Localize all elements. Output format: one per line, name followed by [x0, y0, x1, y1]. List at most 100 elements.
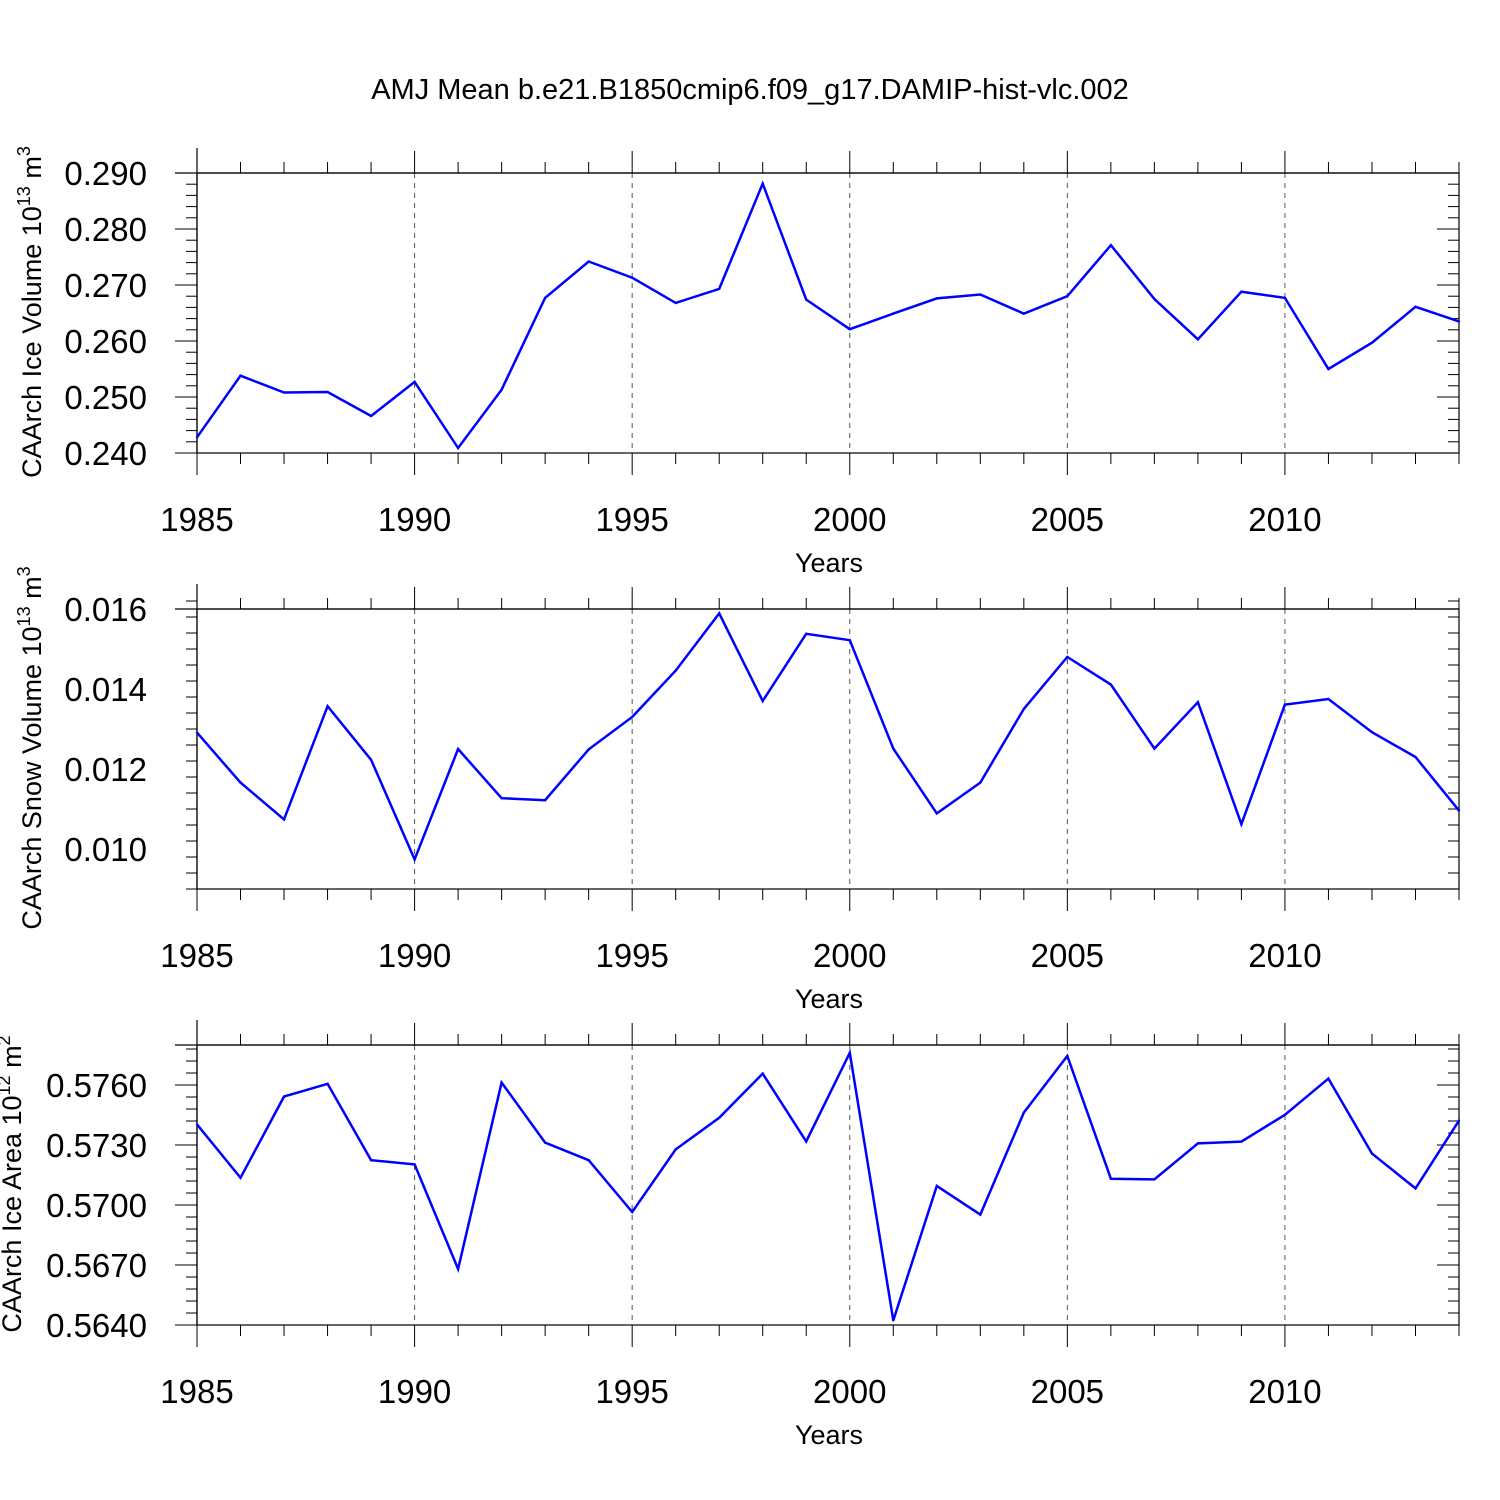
- y-tick-label: 0.240: [64, 435, 147, 472]
- chart-panel-3: 1985 1990 1995 2000 2005 2010 0.5640 0.5670 0.57…: [0, 1020, 1461, 1450]
- data-point: [195, 436, 199, 439]
- data-point: [413, 858, 416, 861]
- data-point: [1196, 701, 1200, 704]
- y-axis-label-unit-exponent: 3: [14, 566, 34, 576]
- y-axis-label-unit-exponent: 2: [0, 1035, 14, 1045]
- y-tick-label: 0.280: [64, 211, 147, 248]
- data-point: [1370, 731, 1374, 734]
- data-point: [805, 1140, 808, 1143]
- y-axis-label-main: CAArch Ice Area 10: [0, 1095, 27, 1332]
- data-point: [587, 260, 590, 263]
- data-point: [369, 414, 373, 418]
- data-point: [1153, 297, 1156, 301]
- data-point: [1022, 312, 1026, 315]
- y-axis-label: CAArch Ice Volume 1013 m3: [14, 146, 47, 478]
- data-point: [1109, 1177, 1113, 1181]
- data-point: [500, 388, 503, 391]
- data-point: [1327, 367, 1330, 371]
- data-point: [718, 612, 721, 615]
- series-line: [196, 611, 1460, 863]
- data-point: [718, 1116, 721, 1120]
- y-tick-label: 0.014: [64, 671, 147, 708]
- data-point: [674, 301, 677, 305]
- data-point: [1283, 1113, 1287, 1117]
- data-point: [587, 1159, 590, 1162]
- x-tick-label: 2005: [1031, 501, 1104, 538]
- data-point: [848, 639, 851, 642]
- data-point: [630, 715, 634, 719]
- data-point: [805, 298, 808, 301]
- data-point: [326, 705, 329, 708]
- data-point: [892, 747, 895, 750]
- data-point: [239, 781, 242, 784]
- y-axis-label-exponent: 12: [0, 1075, 14, 1095]
- x-tick-label: 2000: [813, 1373, 886, 1410]
- data-point: [282, 1095, 286, 1098]
- data-point: [543, 1141, 547, 1144]
- data-point: [456, 1267, 460, 1271]
- y-tick-label: 0.5730: [46, 1127, 147, 1164]
- data-point: [1196, 1142, 1200, 1145]
- figure-title: AMJ Mean b.e21.B1850cmip6.f09_g17.DAMIP-…: [371, 74, 1129, 106]
- x-axis-label: Years: [795, 1420, 863, 1450]
- x-tick-label: 2000: [813, 501, 886, 538]
- data-point: [761, 1072, 764, 1075]
- y-axis-label: CAArch Snow Volume 1013 m3: [14, 566, 47, 929]
- x-tick-label: 2005: [1031, 937, 1104, 974]
- data-point: [1153, 1178, 1156, 1181]
- x-tick-label: 2000: [813, 937, 886, 974]
- x-tick-label: 1990: [378, 937, 451, 974]
- y-tick-label: 0.010: [64, 831, 147, 868]
- y-tick-label: 0.5700: [46, 1187, 147, 1224]
- plot-frame: [196, 1044, 1460, 1326]
- data-point: [282, 818, 286, 821]
- y-axis-label-unit: m: [0, 1045, 27, 1075]
- x-axis-label: Years: [795, 548, 863, 578]
- y-axis-label-main: CAArch Snow Volume 10: [17, 626, 47, 929]
- y-tick-label: 0.5760: [46, 1067, 147, 1104]
- data-point: [1022, 707, 1026, 711]
- x-tick-label: 1985: [160, 501, 233, 538]
- data-point: [587, 748, 590, 751]
- y-axis-label: CAArch Ice Area 1012 m2: [0, 1035, 27, 1332]
- panels: 1985 1990 1995 2000 2005 2010 0.240 0.250 0.260 0…: [0, 146, 1461, 1450]
- data-point: [369, 1159, 373, 1162]
- x-tick-label: 1990: [378, 1373, 451, 1410]
- data-point: [413, 1163, 416, 1166]
- x-tick-label: 1995: [595, 1373, 668, 1410]
- data-point: [630, 276, 634, 279]
- data-point: [1283, 296, 1287, 300]
- data-point: [1109, 683, 1113, 686]
- y-tick-label: 0.5640: [46, 1307, 147, 1344]
- data-point: [239, 374, 242, 377]
- data-point: [543, 799, 547, 802]
- data-point: [674, 1148, 677, 1151]
- data-point: [718, 287, 721, 291]
- x-tick-label: 2010: [1248, 1373, 1321, 1410]
- data-point: [1240, 1140, 1243, 1143]
- data-point: [195, 731, 199, 734]
- series-line: [195, 180, 1460, 451]
- chart-panel-2: 1985 1990 1995 2000 2005 2010 0.010 0.012 0.014 0…: [14, 566, 1461, 1014]
- x-tick-label: 1985: [160, 937, 233, 974]
- data-point: [1240, 823, 1243, 826]
- data-point: [979, 293, 982, 296]
- x-tick-label: 2010: [1248, 937, 1321, 974]
- data-point: [805, 632, 808, 635]
- x-tick-label: 1995: [595, 501, 668, 538]
- data-point: [282, 391, 286, 394]
- data-point: [1283, 703, 1287, 706]
- data-point: [1457, 1119, 1461, 1122]
- y-axis-label-unit-exponent: 3: [14, 146, 34, 156]
- y-tick-label: 0.016: [64, 591, 147, 628]
- data-point: [892, 1319, 895, 1322]
- data-point: [1414, 305, 1417, 309]
- y-axis-label-unit: m: [17, 576, 47, 606]
- data-point: [1414, 1187, 1417, 1190]
- y-tick-label: 0.012: [64, 751, 147, 788]
- data-point: [935, 1184, 938, 1188]
- data-point: [848, 1051, 851, 1055]
- x-axis-label: Years: [795, 984, 863, 1014]
- data-point: [195, 1123, 199, 1126]
